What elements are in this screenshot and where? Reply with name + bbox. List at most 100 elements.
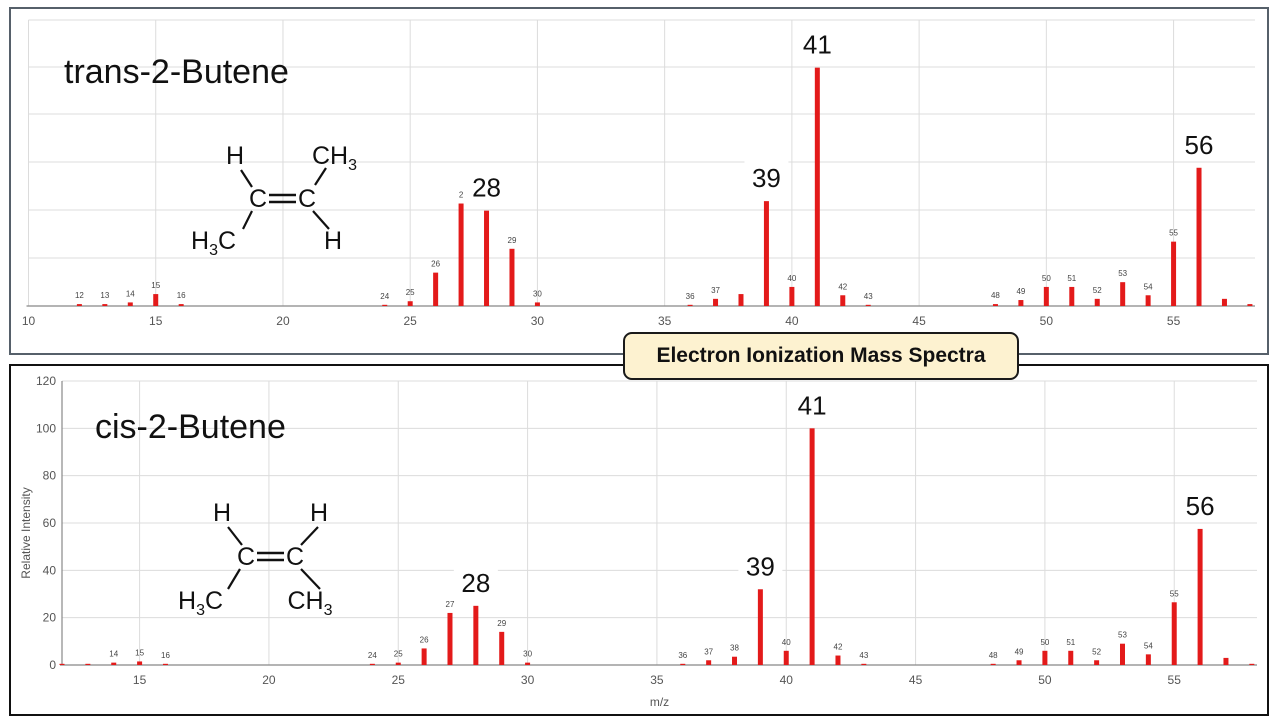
cis-bar-mz-57	[1223, 657, 1229, 665]
cis-bar-mz-27	[447, 612, 453, 665]
trans-data-label: 55	[1169, 229, 1178, 238]
trans-peak-annotation: 28	[472, 173, 501, 203]
cis-data-label: 54	[1144, 641, 1153, 650]
trans-bar-mz-57	[1221, 298, 1227, 306]
trans-structure-atom: C	[249, 185, 267, 213]
cis-peak-annotation: 41	[798, 390, 827, 420]
cis-bar-mz-15	[137, 661, 143, 665]
trans-bar-mz-24	[382, 304, 388, 306]
trans-structure-atom: H3C	[191, 227, 236, 259]
trans-data-label: 48	[991, 291, 1000, 300]
cis-annotation-bg	[790, 388, 835, 421]
trans-x-tick-label: 10	[22, 314, 36, 328]
cis-data-label: 15	[135, 648, 144, 657]
trans-bar-mz-39	[763, 201, 769, 306]
cis-bar-mz-25	[395, 662, 401, 665]
trans-bar-mz-37	[713, 298, 719, 306]
cis-x-tick-label: 15	[133, 673, 147, 687]
cis-bar-mz-50	[1042, 650, 1048, 665]
trans-bar-mz-40	[789, 286, 795, 306]
trans-bar-mz-50	[1043, 286, 1049, 306]
cis-bar-mz-54	[1145, 654, 1151, 665]
cis-bar-mz-56	[1197, 528, 1203, 665]
trans-bar-mz-25	[407, 301, 413, 306]
cis-bar-mz-53	[1119, 643, 1125, 665]
trans-bar-mz-27	[458, 203, 464, 306]
trans-bar-mz-54	[1145, 295, 1151, 306]
cis-data-label: 36	[678, 651, 687, 660]
cis-x-tick-label: 50	[1038, 673, 1052, 687]
cis-data-label: 24	[368, 651, 377, 660]
cis-x-tick-label: 55	[1168, 673, 1182, 687]
trans-bar-mz-41	[814, 67, 820, 307]
cis-bar-mz-48	[990, 663, 996, 665]
cis-data-label: 27	[446, 600, 455, 609]
cis-x-tick-label: 25	[392, 673, 406, 687]
trans-annotation-bg	[744, 161, 789, 194]
cis-bar-mz-58	[1249, 663, 1255, 665]
cis-bar-mz-37	[706, 660, 712, 665]
trans-bar-mz-56	[1196, 167, 1202, 306]
cis-y-tick-label: 0	[49, 658, 56, 672]
cis-y-axis-label: Relative Intensity	[19, 487, 33, 578]
trans-data-label: 40	[787, 274, 796, 283]
trans-x-tick-label: 30	[531, 314, 545, 328]
cis-single-bond	[300, 526, 319, 546]
cis-data-label: 52	[1092, 647, 1101, 656]
trans-bar-mz-13	[102, 304, 108, 306]
trans-molecule-title: trans-2-Butene	[64, 53, 289, 91]
trans-single-bond	[314, 167, 327, 186]
cis-data-label: 40	[782, 638, 791, 647]
trans-bar-mz-55	[1171, 241, 1177, 306]
cis-y-tick-label: 20	[43, 611, 57, 625]
cis-data-label: 53	[1118, 631, 1127, 640]
trans-bar-mz-15	[153, 294, 159, 306]
trans-bar-mz-26	[433, 272, 439, 306]
trans-bar-mz-42	[840, 295, 846, 306]
cis-bar-mz-51	[1068, 650, 1074, 665]
trans-bar-mz-43	[865, 304, 871, 306]
cis-data-label: 37	[704, 647, 713, 656]
cis-y-tick-label: 120	[36, 374, 56, 388]
trans-bar-mz-30	[534, 302, 540, 306]
cis-annotation-bg	[738, 549, 783, 582]
cis-bar-mz-41	[809, 428, 815, 665]
trans-x-tick-label: 20	[276, 314, 290, 328]
cis-bar-mz-28	[473, 605, 479, 665]
spectra-callout-label: Electron Ionization Mass Spectra	[623, 332, 1019, 380]
trans-bar-mz-52	[1094, 298, 1100, 306]
cis-single-bond	[227, 568, 241, 590]
cis-single-bond	[300, 568, 321, 590]
trans-x-tick-label: 35	[658, 314, 672, 328]
trans-data-label: 29	[508, 236, 517, 245]
cis-structure-atom: H	[310, 499, 328, 527]
cis-structure-atom: C	[286, 543, 304, 571]
cis-structure-atom: H3C	[178, 587, 223, 619]
trans-data-label: 15	[151, 281, 160, 290]
cis-y-tick-label: 100	[36, 421, 56, 435]
cis-bar-mz-49	[1016, 660, 1022, 665]
cis-bar-mz-29	[499, 631, 505, 665]
cis-bar-mz-42	[835, 655, 841, 665]
cis-x-tick-label: 40	[780, 673, 794, 687]
trans-data-label: 16	[177, 291, 186, 300]
cis-data-label: 14	[109, 650, 118, 659]
trans-bar-mz-29	[509, 248, 515, 306]
trans-data-label: 24	[380, 292, 389, 301]
cis-x-tick-label: 35	[650, 673, 664, 687]
cis-bar-mz-24	[369, 663, 375, 665]
cis-bar-mz-14	[111, 662, 117, 665]
cis-data-label: 29	[497, 619, 506, 628]
trans-bar-mz-48	[992, 304, 998, 306]
trans-structure-atom: H	[226, 142, 244, 170]
trans-data-label: 53	[1118, 269, 1127, 278]
cis-bar-mz-13	[85, 663, 91, 665]
cis-data-label: 48	[989, 651, 998, 660]
trans-bar-mz-28	[484, 210, 490, 306]
cis-molecule-title: cis-2-Butene	[95, 408, 286, 446]
trans-single-bond	[242, 210, 253, 230]
cis-data-label: 50	[1040, 638, 1049, 647]
cis-bar-mz-38	[732, 656, 738, 665]
trans-x-tick-label: 15	[149, 314, 163, 328]
trans-data-label: 2	[459, 191, 464, 200]
